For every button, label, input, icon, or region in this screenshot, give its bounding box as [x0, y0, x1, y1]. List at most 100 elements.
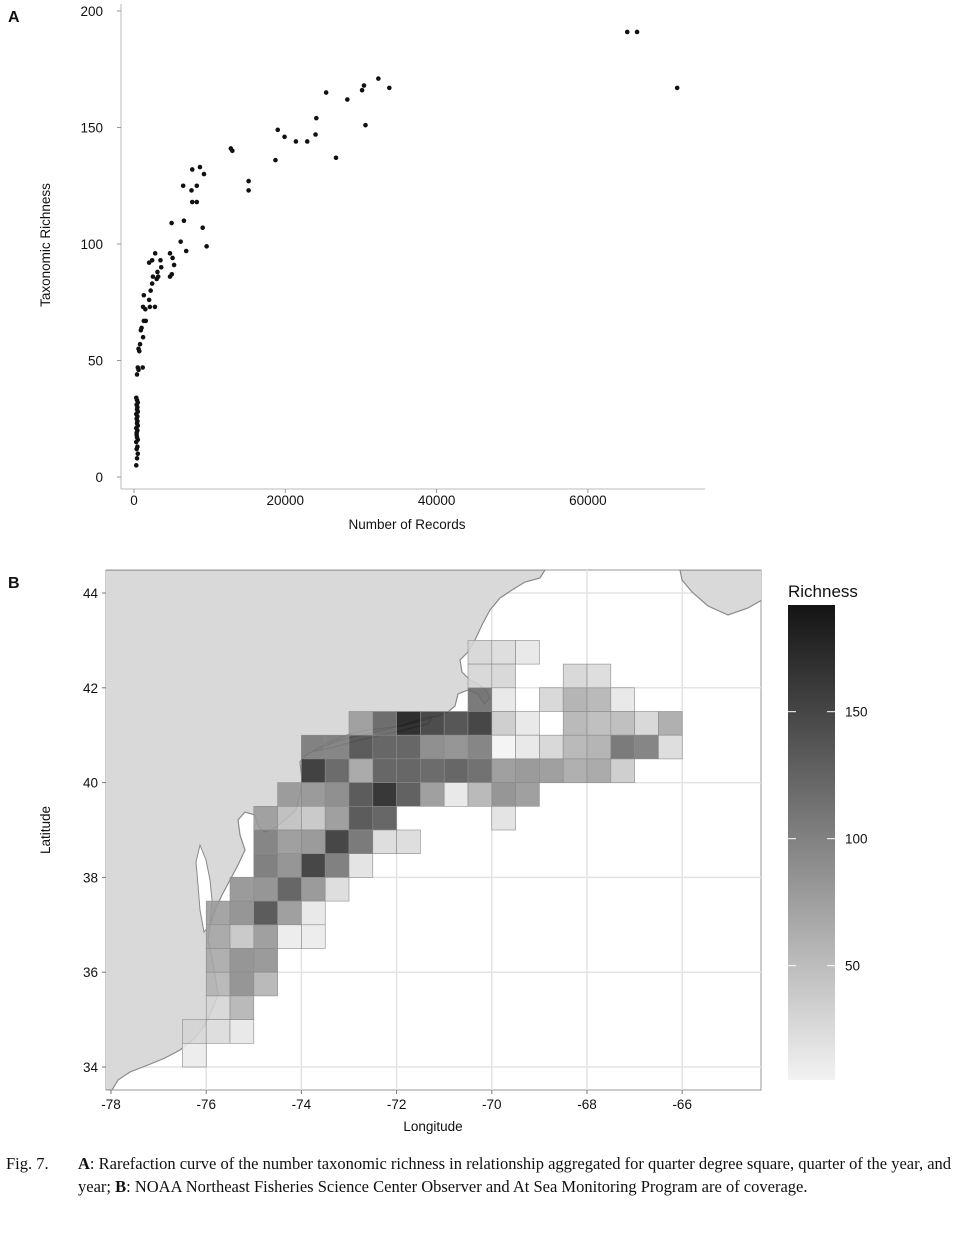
richness-cell [539, 734, 564, 760]
richness-cell [586, 734, 612, 760]
richness-cell [396, 782, 421, 807]
x-tick-label: 40000 [418, 493, 456, 508]
y-tick-label: 36 [83, 965, 98, 980]
richness-cell [301, 924, 326, 949]
richness-cell [205, 924, 231, 949]
richness-cell [610, 711, 635, 736]
richness-cell [324, 734, 350, 760]
richness-cell [491, 711, 516, 736]
richness-cell [301, 900, 326, 926]
richness-cell [324, 829, 350, 855]
scatter-point [135, 451, 141, 457]
scatter-point [148, 288, 153, 293]
x-tick-label: -76 [196, 1097, 216, 1112]
scatter-point [149, 281, 155, 286]
y-axis-title: Taxonomic Richness [38, 183, 53, 307]
caption-b-label: B [115, 1177, 127, 1196]
scatter-ticks: 0 50 100 150 200 0 20000 40000 60000 [80, 4, 606, 508]
caption-number: Fig. 7. [6, 1154, 49, 1173]
richness-cell [562, 663, 588, 689]
richness-cell [205, 1019, 231, 1044]
richness-cell [372, 734, 397, 760]
scatter-point [361, 83, 367, 88]
colorbar-tick-label: 100 [845, 832, 868, 847]
richness-cell [420, 711, 445, 736]
scatter-point [141, 318, 147, 324]
richness-cell [491, 758, 516, 783]
richness-cell [396, 711, 421, 736]
scatter-point [194, 183, 200, 189]
scatter-point [189, 188, 194, 193]
richness-cell [324, 758, 350, 783]
richness-cell [372, 711, 397, 736]
richness-cell [182, 1019, 207, 1044]
scatter-points [133, 29, 680, 468]
richness-cell [253, 853, 278, 878]
x-tick-label: -78 [101, 1097, 121, 1112]
richness-cell [396, 758, 421, 783]
richness-cell [467, 782, 493, 807]
richness-cell [277, 829, 302, 855]
scatter-point [189, 167, 195, 172]
scatter-point [133, 463, 139, 468]
richness-cell [253, 948, 278, 973]
scatter-point [376, 76, 381, 81]
richness-cell [348, 853, 374, 878]
richness-cell [443, 711, 469, 736]
richness-cell [301, 877, 326, 902]
x-tick-label: -74 [292, 1097, 312, 1112]
caption-a-label: A [78, 1154, 90, 1173]
richness-cell [372, 829, 397, 855]
richness-cell [634, 734, 659, 760]
richness-cell [467, 640, 493, 665]
scatter-point [134, 456, 140, 461]
richness-cell [539, 758, 564, 783]
y-tick-label: 44 [83, 586, 99, 601]
scatter-point [171, 262, 177, 268]
richness-cell [658, 734, 683, 760]
richness-cell [348, 734, 374, 760]
richness-cell [562, 734, 588, 760]
richness-cell [277, 900, 302, 926]
scatter-point [169, 271, 175, 277]
x-tick-label: 0 [130, 493, 138, 508]
colorbar [788, 605, 835, 1080]
colorbar-ticks: 50 100 150 [788, 705, 868, 974]
scatter-point [323, 90, 329, 95]
scatter-point [167, 251, 173, 256]
richness-cell [229, 948, 255, 973]
colorbar-tick-label: 50 [845, 959, 860, 974]
richness-cell [229, 1019, 255, 1044]
y-tick-label: 100 [80, 237, 103, 252]
scatter-point [345, 97, 350, 102]
figure: A 0 50 100 150 200 0 20000 40000 60000 Number of… [8, 4, 868, 1134]
richness-cell [205, 948, 231, 973]
richness-cell [396, 734, 421, 760]
scatter-point [169, 220, 174, 226]
scatter-point [181, 218, 187, 223]
y-tick-label: 0 [95, 470, 103, 485]
scatter-point [140, 365, 145, 370]
scatter-point [150, 274, 156, 279]
richness-cell [277, 853, 302, 878]
scatter-point [304, 139, 310, 144]
richness-cell [205, 995, 231, 1020]
richness-cell [467, 663, 493, 689]
scatter-point [363, 122, 368, 128]
richness-cell [253, 924, 278, 949]
richness-cell [562, 711, 588, 736]
y-tick-label: 38 [83, 870, 98, 885]
richness-cell [301, 782, 326, 807]
scatter-point [178, 239, 183, 244]
scatter-point [149, 258, 155, 263]
richness-cell [586, 711, 612, 736]
richness-cell [443, 734, 469, 760]
richness-cell [420, 782, 445, 807]
richness-cell [658, 711, 683, 736]
richness-cell [229, 900, 255, 926]
map-ticks: -78 -76 -74 -72 -70 -68 -66 34 36 38 40 42 44 [83, 586, 692, 1112]
scatter-point [314, 115, 319, 121]
scatter-point [387, 85, 392, 91]
colorbar-tick-label: 150 [845, 705, 868, 720]
scatter-point [313, 132, 318, 137]
